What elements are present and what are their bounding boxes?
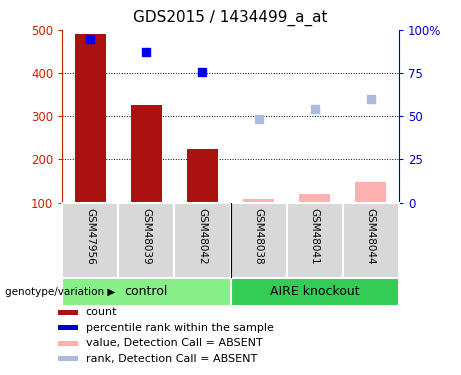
Text: genotype/variation ▶: genotype/variation ▶ bbox=[5, 286, 115, 297]
Bar bbox=[230, 202, 287, 278]
Bar bbox=[299, 194, 330, 202]
Text: rank, Detection Call = ABSENT: rank, Detection Call = ABSENT bbox=[86, 354, 257, 364]
Text: GDS2015 / 1434499_a_at: GDS2015 / 1434499_a_at bbox=[133, 9, 328, 26]
Text: count: count bbox=[86, 308, 118, 318]
Bar bbox=[230, 278, 399, 306]
Bar bbox=[58, 310, 78, 315]
Bar bbox=[58, 356, 78, 362]
Text: GSM48044: GSM48044 bbox=[366, 209, 376, 265]
Bar bbox=[287, 202, 343, 278]
Bar bbox=[243, 200, 274, 202]
Text: GSM48041: GSM48041 bbox=[310, 209, 319, 265]
Text: GSM48042: GSM48042 bbox=[197, 209, 207, 265]
Bar bbox=[174, 202, 230, 278]
Bar bbox=[187, 150, 218, 202]
Bar bbox=[131, 105, 162, 202]
Text: GSM47956: GSM47956 bbox=[85, 209, 95, 265]
Bar bbox=[58, 341, 78, 346]
Bar bbox=[62, 202, 118, 278]
Text: control: control bbox=[124, 285, 168, 298]
Bar bbox=[75, 34, 106, 203]
Text: GSM48038: GSM48038 bbox=[254, 209, 264, 265]
Text: value, Detection Call = ABSENT: value, Detection Call = ABSENT bbox=[86, 338, 263, 348]
Bar bbox=[118, 202, 174, 278]
Text: percentile rank within the sample: percentile rank within the sample bbox=[86, 323, 274, 333]
Bar bbox=[58, 326, 78, 330]
Bar bbox=[62, 278, 230, 306]
Text: GSM48039: GSM48039 bbox=[142, 209, 151, 265]
Bar bbox=[343, 202, 399, 278]
Text: AIRE knockout: AIRE knockout bbox=[270, 285, 360, 298]
Bar bbox=[355, 182, 386, 203]
